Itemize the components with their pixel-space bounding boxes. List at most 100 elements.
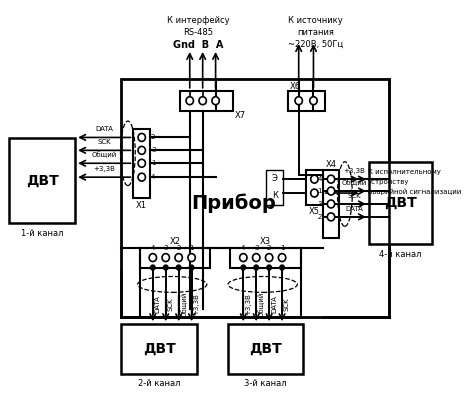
Text: SCK: SCK bbox=[168, 298, 173, 311]
Text: 3: 3 bbox=[164, 245, 168, 251]
Circle shape bbox=[254, 265, 258, 270]
Text: ДВТ: ДВТ bbox=[384, 196, 417, 210]
Text: X7: X7 bbox=[235, 111, 246, 120]
Text: Gnd  B  A: Gnd B A bbox=[173, 40, 223, 50]
Text: DATA: DATA bbox=[95, 126, 113, 132]
Circle shape bbox=[164, 265, 168, 270]
Circle shape bbox=[188, 253, 195, 261]
Text: X5: X5 bbox=[309, 207, 320, 217]
Bar bbox=[133, 128, 150, 198]
Text: ДВТ: ДВТ bbox=[249, 342, 282, 356]
Circle shape bbox=[310, 97, 317, 105]
Bar bbox=[306, 170, 323, 205]
Text: X1: X1 bbox=[136, 201, 147, 211]
Circle shape bbox=[151, 265, 155, 270]
Text: +3,3В: +3,3В bbox=[193, 294, 200, 315]
Text: ДВТ: ДВТ bbox=[26, 174, 58, 188]
Text: ДВТ: ДВТ bbox=[143, 342, 176, 356]
Text: RS-485: RS-485 bbox=[183, 28, 213, 37]
Bar bbox=[180, 91, 233, 111]
Text: SCK: SCK bbox=[98, 140, 111, 146]
Circle shape bbox=[138, 159, 146, 167]
Text: 3: 3 bbox=[317, 201, 322, 207]
Circle shape bbox=[278, 253, 286, 261]
Text: +3,3В: +3,3В bbox=[343, 168, 365, 174]
Circle shape bbox=[265, 253, 273, 261]
Circle shape bbox=[328, 175, 335, 183]
Text: 2: 2 bbox=[151, 134, 155, 140]
Text: DATA: DATA bbox=[271, 296, 277, 313]
Circle shape bbox=[241, 265, 246, 270]
Bar bbox=[228, 324, 303, 374]
Text: 1: 1 bbox=[189, 245, 194, 251]
Circle shape bbox=[212, 97, 219, 105]
Circle shape bbox=[328, 200, 335, 208]
Circle shape bbox=[149, 253, 156, 261]
Text: 4: 4 bbox=[151, 245, 155, 251]
Text: SCK: SCK bbox=[284, 298, 290, 311]
Text: 2: 2 bbox=[267, 245, 271, 251]
Text: Общий: Общий bbox=[258, 292, 265, 317]
Circle shape bbox=[199, 97, 206, 105]
Text: питания: питания bbox=[297, 28, 334, 37]
Text: К источнику: К источнику bbox=[288, 16, 343, 25]
Circle shape bbox=[162, 253, 169, 261]
Circle shape bbox=[280, 265, 284, 270]
Circle shape bbox=[175, 253, 182, 261]
Circle shape bbox=[295, 97, 302, 105]
Circle shape bbox=[138, 173, 146, 181]
Text: X2: X2 bbox=[170, 237, 181, 246]
Text: DATA: DATA bbox=[155, 296, 161, 313]
Circle shape bbox=[267, 265, 272, 270]
Text: 1-й канал: 1-й канал bbox=[21, 229, 63, 238]
Bar bbox=[9, 138, 75, 223]
Text: 3: 3 bbox=[151, 147, 155, 153]
Text: X6: X6 bbox=[290, 82, 301, 91]
Text: Общий: Общий bbox=[341, 179, 367, 186]
Text: 3: 3 bbox=[254, 245, 258, 251]
Circle shape bbox=[253, 253, 260, 261]
Text: DATA: DATA bbox=[345, 206, 363, 212]
Circle shape bbox=[328, 213, 335, 221]
Bar bbox=[140, 248, 210, 267]
Text: SCK: SCK bbox=[347, 193, 361, 199]
Circle shape bbox=[310, 175, 318, 183]
Text: +3,3В: +3,3В bbox=[93, 166, 115, 172]
Text: 2: 2 bbox=[176, 245, 181, 251]
Text: 4-й канал: 4-й канал bbox=[379, 250, 421, 259]
Text: 3-й канал: 3-й канал bbox=[244, 379, 287, 388]
Text: К исполнительному: К исполнительному bbox=[368, 169, 441, 175]
Bar bbox=[121, 324, 197, 374]
Text: 1: 1 bbox=[151, 160, 155, 166]
Circle shape bbox=[239, 253, 247, 261]
Text: устройству: устройству bbox=[368, 179, 410, 185]
Text: 1: 1 bbox=[317, 188, 322, 194]
Text: X4: X4 bbox=[326, 160, 337, 169]
Text: 4: 4 bbox=[151, 174, 155, 180]
Text: 2-й канал: 2-й канал bbox=[138, 379, 181, 388]
Circle shape bbox=[310, 189, 318, 197]
Circle shape bbox=[189, 265, 194, 270]
Circle shape bbox=[328, 187, 335, 195]
Text: Общий: Общий bbox=[181, 292, 187, 317]
Bar bbox=[121, 79, 389, 317]
Bar bbox=[323, 170, 339, 238]
Bar bbox=[266, 170, 283, 205]
Bar bbox=[288, 91, 325, 111]
Text: 1: 1 bbox=[280, 245, 284, 251]
Text: +3,3В: +3,3В bbox=[245, 294, 251, 315]
Text: ~220В, 50Гц: ~220В, 50Гц bbox=[288, 40, 343, 49]
Circle shape bbox=[138, 134, 146, 142]
Bar bbox=[230, 248, 301, 267]
Text: X3: X3 bbox=[260, 237, 271, 246]
Text: Общий: Общий bbox=[91, 152, 117, 158]
Text: 4: 4 bbox=[241, 245, 246, 251]
Circle shape bbox=[176, 265, 181, 270]
Text: Прибор: Прибор bbox=[191, 193, 276, 213]
Circle shape bbox=[138, 146, 146, 154]
Bar bbox=[369, 162, 432, 244]
Text: 2: 2 bbox=[318, 214, 322, 220]
Text: аварийной сигнализации: аварийной сигнализации bbox=[368, 189, 461, 195]
Text: Э: Э bbox=[272, 174, 278, 183]
Text: К интерфейсу: К интерфейсу bbox=[167, 16, 229, 25]
